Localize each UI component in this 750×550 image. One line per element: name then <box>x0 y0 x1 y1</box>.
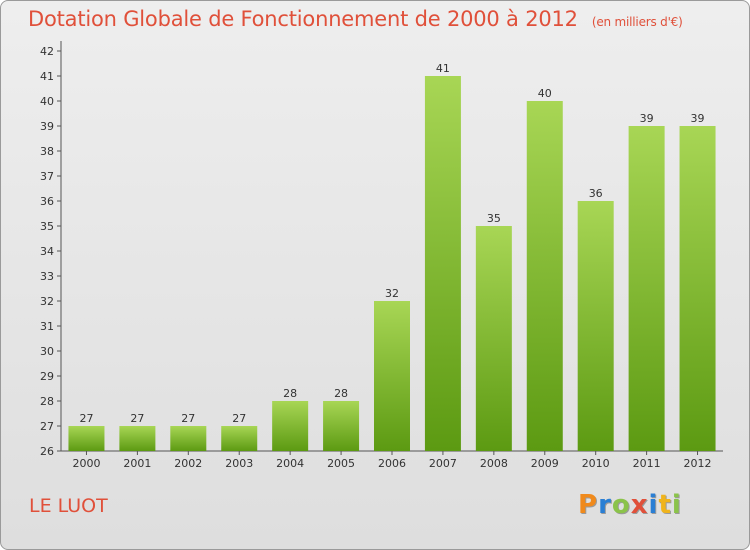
y-tick-label: 36 <box>40 195 54 208</box>
x-tick-label: 2010 <box>582 457 610 470</box>
x-tick-label: 2009 <box>531 457 559 470</box>
chart-title: Dotation Globale de Fonctionnement de 20… <box>28 7 683 31</box>
logo-letter: t <box>658 490 672 520</box>
y-tick-label: 33 <box>40 270 54 283</box>
y-tick-label: 39 <box>40 120 54 133</box>
data-label: 36 <box>589 187 603 200</box>
x-tick-label: 2007 <box>429 457 457 470</box>
data-label: 40 <box>538 87 552 100</box>
data-label: 39 <box>691 112 705 125</box>
data-label: 27 <box>130 412 144 425</box>
logo-letter: P <box>578 490 599 520</box>
bar <box>374 301 410 451</box>
data-label: 28 <box>334 387 348 400</box>
bar <box>475 226 512 451</box>
y-tick-label: 34 <box>40 245 54 258</box>
x-tick-label: 2008 <box>480 457 508 470</box>
data-label: 41 <box>436 62 450 75</box>
bar <box>68 426 105 451</box>
bar <box>170 426 207 451</box>
data-label: 27 <box>181 412 195 425</box>
data-label: 27 <box>232 412 246 425</box>
x-tick-label: 2001 <box>123 457 151 470</box>
y-tick-label: 42 <box>40 45 54 58</box>
logo-letter: r <box>598 490 612 520</box>
x-tick-label: 2006 <box>378 457 406 470</box>
bar <box>577 201 614 451</box>
y-tick-label: 29 <box>40 370 54 383</box>
logo-letter: x <box>630 490 649 520</box>
y-tick-label: 26 <box>40 445 54 458</box>
bar <box>526 101 563 451</box>
unit-label: (en milliers d'€) <box>591 15 683 29</box>
data-label: 27 <box>79 412 93 425</box>
y-tick-label: 41 <box>40 70 54 83</box>
y-tick-label: 30 <box>40 345 54 358</box>
bar <box>119 426 156 451</box>
x-tick-label: 2000 <box>72 457 100 470</box>
bar <box>628 126 665 451</box>
y-tick-label: 27 <box>40 420 54 433</box>
y-tick-label: 32 <box>40 295 54 308</box>
y-tick-label: 40 <box>40 95 54 108</box>
y-tick-label: 31 <box>40 320 54 333</box>
y-tick-label: 38 <box>40 145 54 158</box>
bar <box>424 76 461 451</box>
bar <box>323 401 360 451</box>
x-tick-label: 2003 <box>225 457 253 470</box>
x-tick-label: 2002 <box>174 457 202 470</box>
x-tick-label: 2005 <box>327 457 355 470</box>
data-label: 39 <box>640 112 654 125</box>
data-label: 32 <box>385 287 399 300</box>
y-tick-label: 28 <box>40 395 54 408</box>
bar <box>272 401 309 451</box>
data-label: 28 <box>283 387 297 400</box>
title-text: Dotation Globale de Fonctionnement de 20… <box>28 7 578 31</box>
x-tick-label: 2004 <box>276 457 304 470</box>
data-label: 35 <box>487 212 501 225</box>
commune-name: LE LUOT <box>29 495 108 517</box>
logo-letter: i <box>648 490 659 520</box>
x-tick-label: 2011 <box>633 457 661 470</box>
x-tick-label: 2012 <box>684 457 712 470</box>
bar <box>221 426 258 451</box>
logo-letter: i <box>671 490 682 520</box>
proxiti-logo: Proxiti <box>578 490 682 520</box>
bar <box>679 126 716 451</box>
logo-letter: o <box>611 490 631 520</box>
y-tick-label: 37 <box>40 170 54 183</box>
y-tick-label: 35 <box>40 220 54 233</box>
